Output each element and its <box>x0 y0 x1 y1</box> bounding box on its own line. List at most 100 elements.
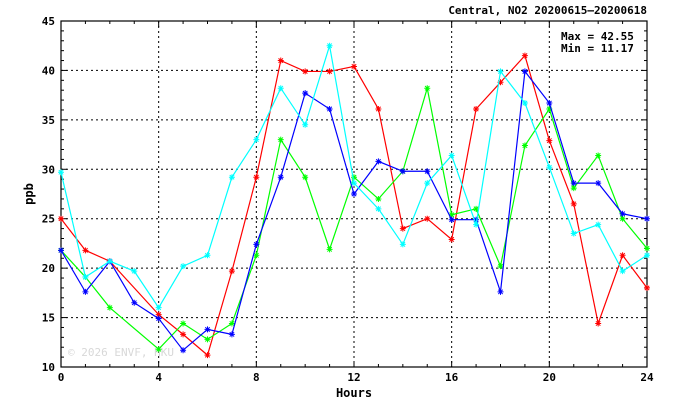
data-point <box>644 245 650 252</box>
data-point <box>375 158 382 165</box>
data-point <box>131 268 138 275</box>
data-point <box>497 288 504 295</box>
data-point <box>546 164 553 171</box>
data-point <box>448 211 455 218</box>
max-annotation: Max = 42.55 <box>561 30 634 43</box>
data-point <box>595 180 602 187</box>
y-tick-label: 10 <box>42 361 55 374</box>
data-point <box>351 191 357 197</box>
data-point <box>277 57 284 64</box>
series-line <box>60 54 648 357</box>
data-point <box>82 247 89 254</box>
data-point <box>326 246 333 253</box>
y-axis-label: ppb <box>22 183 36 205</box>
y-tick-label: 15 <box>42 312 55 325</box>
data-point <box>180 331 187 338</box>
data-point <box>399 168 406 175</box>
data-point <box>424 180 431 187</box>
data-point <box>253 252 260 259</box>
data-point <box>375 195 382 202</box>
data-point <box>351 63 357 70</box>
series-1 <box>58 52 650 359</box>
data-point <box>253 136 260 143</box>
data-point <box>228 174 235 181</box>
data-point <box>619 210 626 217</box>
data-point <box>448 236 455 243</box>
data-point <box>180 263 187 270</box>
data-point <box>448 216 455 223</box>
data-point <box>204 326 211 333</box>
data-point <box>277 136 284 143</box>
y-tick-label: 30 <box>42 163 55 176</box>
data-point <box>595 320 602 327</box>
data-point <box>277 174 284 181</box>
data-point <box>399 225 406 232</box>
data-point <box>180 320 187 327</box>
data-point <box>448 152 455 159</box>
data-point <box>302 68 309 75</box>
data-point <box>326 42 333 49</box>
y-tick-label: 20 <box>42 262 55 275</box>
data-point <box>351 174 357 181</box>
data-point <box>595 152 602 159</box>
watermark: © 2026 ENVF, HKU <box>68 346 174 359</box>
data-point <box>570 200 577 207</box>
data-point <box>253 241 260 248</box>
chart-title: Central, NO2 20200615—20200618 <box>448 4 647 17</box>
tick-labels: 0 4 8 12 16 20 24 10 15 20 25 30 35 40 45 <box>42 15 654 384</box>
data-point <box>644 215 650 222</box>
data-point <box>302 121 309 128</box>
data-point <box>131 299 138 306</box>
data-point <box>204 336 211 343</box>
data-point <box>399 241 406 248</box>
x-tick-label: 12 <box>347 371 360 384</box>
data-point <box>228 331 235 338</box>
data-point <box>204 352 211 359</box>
min-annotation: Min = 11.17 <box>561 42 634 55</box>
data-point <box>228 320 235 327</box>
data-point <box>326 105 333 112</box>
data-point <box>106 258 113 265</box>
data-point <box>546 105 553 112</box>
x-tick-label: 4 <box>155 371 162 384</box>
data-point <box>619 252 626 259</box>
data-point <box>424 168 431 175</box>
data-point <box>351 180 357 187</box>
data-point <box>155 346 162 353</box>
y-tick-label: 40 <box>42 64 55 77</box>
data-point <box>82 288 89 295</box>
data-point <box>546 137 553 144</box>
data-point <box>58 215 64 222</box>
data-point <box>302 174 309 181</box>
data-point <box>570 230 577 237</box>
x-tick-label: 24 <box>640 371 654 384</box>
data-point <box>619 268 626 275</box>
series-layer <box>58 42 650 359</box>
data-point <box>644 284 650 291</box>
data-point <box>58 169 64 176</box>
data-point <box>473 221 480 228</box>
data-point <box>204 252 211 259</box>
data-point <box>155 304 162 311</box>
data-point <box>521 52 528 59</box>
series-4 <box>58 42 650 311</box>
data-point <box>424 215 431 222</box>
x-axis-label: Hours <box>336 386 372 400</box>
data-point <box>155 315 162 322</box>
x-tick-label: 20 <box>543 371 556 384</box>
ticks <box>60 20 648 368</box>
data-point <box>595 221 602 228</box>
data-point <box>521 100 528 107</box>
y-tick-label: 45 <box>42 15 55 28</box>
x-tick-label: 8 <box>253 371 260 384</box>
data-point <box>106 304 113 311</box>
data-point <box>570 185 577 192</box>
data-point <box>521 142 528 149</box>
data-point <box>375 205 382 212</box>
data-point <box>302 90 309 97</box>
data-point <box>326 68 333 75</box>
data-point <box>497 79 504 86</box>
x-tick-label: 0 <box>58 371 65 384</box>
data-point <box>570 180 577 187</box>
